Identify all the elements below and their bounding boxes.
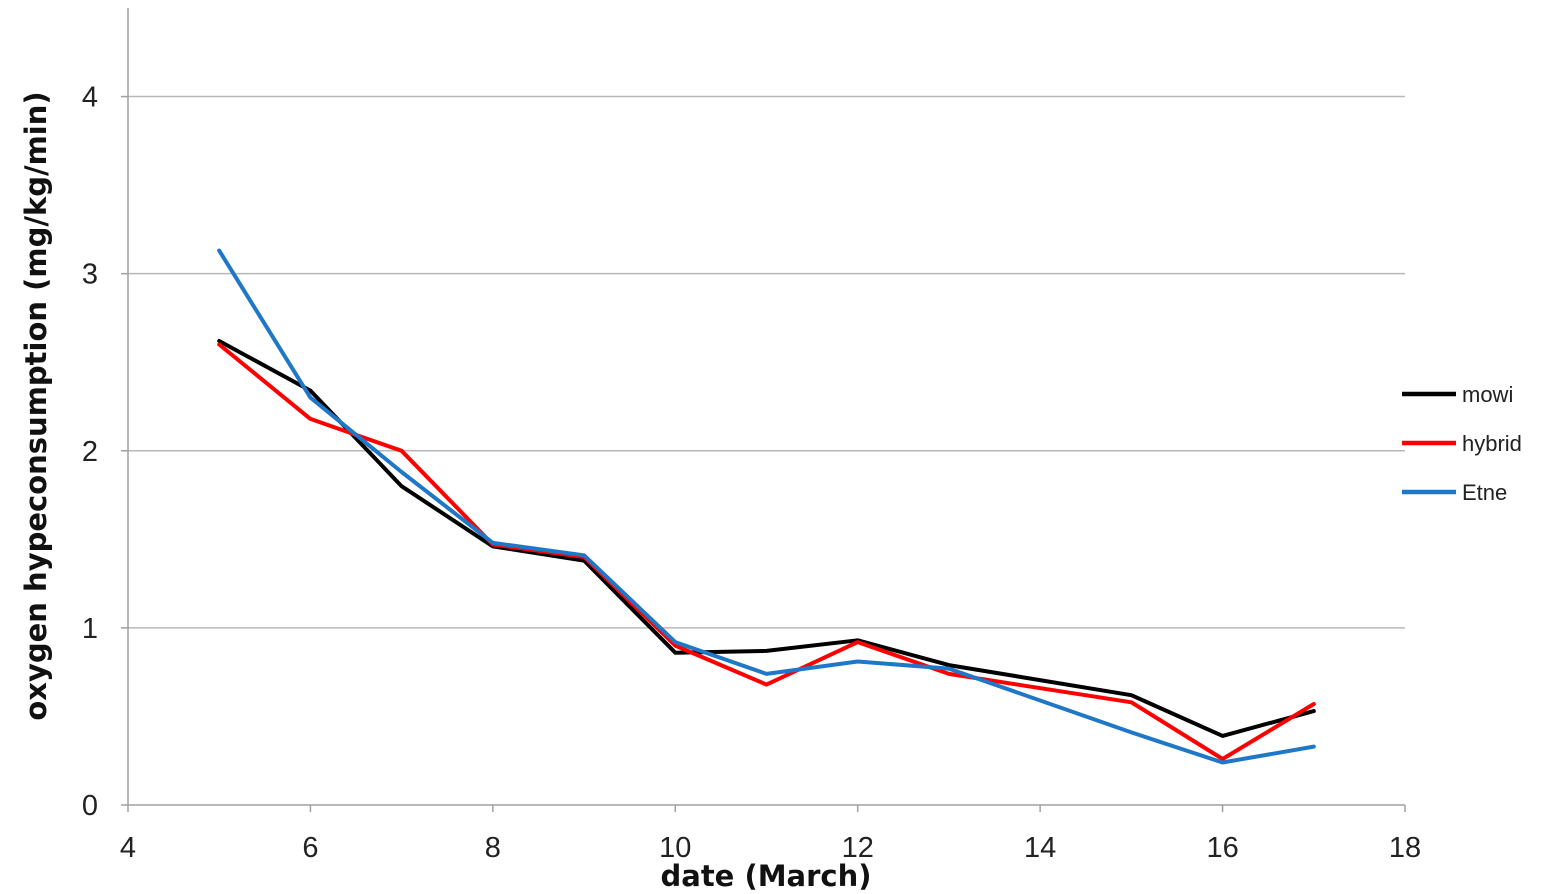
y-tick-label: 3 [82,259,98,291]
x-tick-label: 14 [1024,832,1056,864]
legend: mowi hybrid Etne [1402,382,1522,505]
x-axis-ticks: 4 6 8 10 12 14 16 18 [120,805,1421,864]
series-lines [217,248,1316,765]
x-tick-label: 8 [485,832,501,864]
x-tick-label: 4 [120,832,136,864]
legend-label-mowi: mowi [1462,382,1513,407]
series-line-hybrid [217,342,1316,761]
x-tick-label: 18 [1389,832,1421,864]
x-tick-label: 10 [659,832,691,864]
series-line-etne [217,248,1316,765]
y-tick-label: 0 [82,790,98,822]
x-tick-label: 16 [1206,832,1238,864]
y-tick-label: 2 [82,436,98,468]
series-line-mowi [217,339,1316,738]
legend-label-hybrid: hybrid [1462,431,1522,456]
axes [127,8,1405,806]
legend-label-etne: Etne [1462,480,1507,505]
y-tick-label: 1 [82,613,98,645]
y-tick-label: 4 [82,82,98,114]
x-axis-title: date (March) [660,859,871,893]
y-axis-ticks: 0 1 2 3 4 [82,82,128,822]
x-tick-label: 12 [842,832,874,864]
x-tick-label: 6 [302,832,318,864]
y-axis-title: oxygen hypeconsumption (mg/kg/min) [19,91,53,720]
gridlines [128,95,1405,629]
